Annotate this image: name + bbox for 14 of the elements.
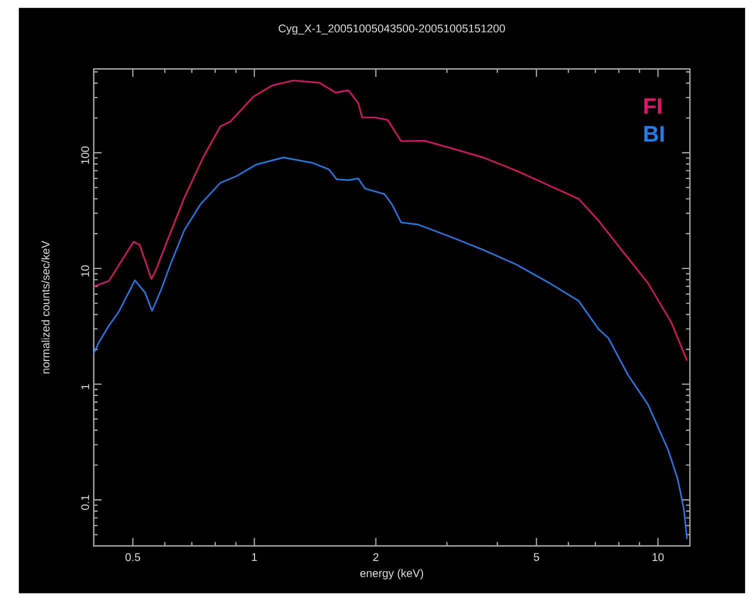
x-tick-label: 0.5 (126, 553, 140, 562)
x-tick-label: 1 (252, 553, 257, 561)
text: FI (644, 98, 662, 114)
y-axis-title: normalized counts/sec/keV (41, 240, 50, 374)
y-tick-label: 1 (81, 384, 90, 390)
x-tick-label: 2 (373, 553, 378, 561)
y-tick-label: 0.1 (81, 495, 90, 510)
x-tick-label: 10 (652, 553, 664, 562)
chart-title: Cyg_X-1_20051005043500-20051005151200 (278, 24, 505, 35)
text: BI (644, 126, 664, 142)
x-tick-label: 5 (534, 553, 540, 561)
y-tick-label: 100 (81, 146, 90, 164)
y-tick-label: 10 (81, 265, 90, 276)
x-axis-title: energy (keV) (360, 568, 424, 580)
